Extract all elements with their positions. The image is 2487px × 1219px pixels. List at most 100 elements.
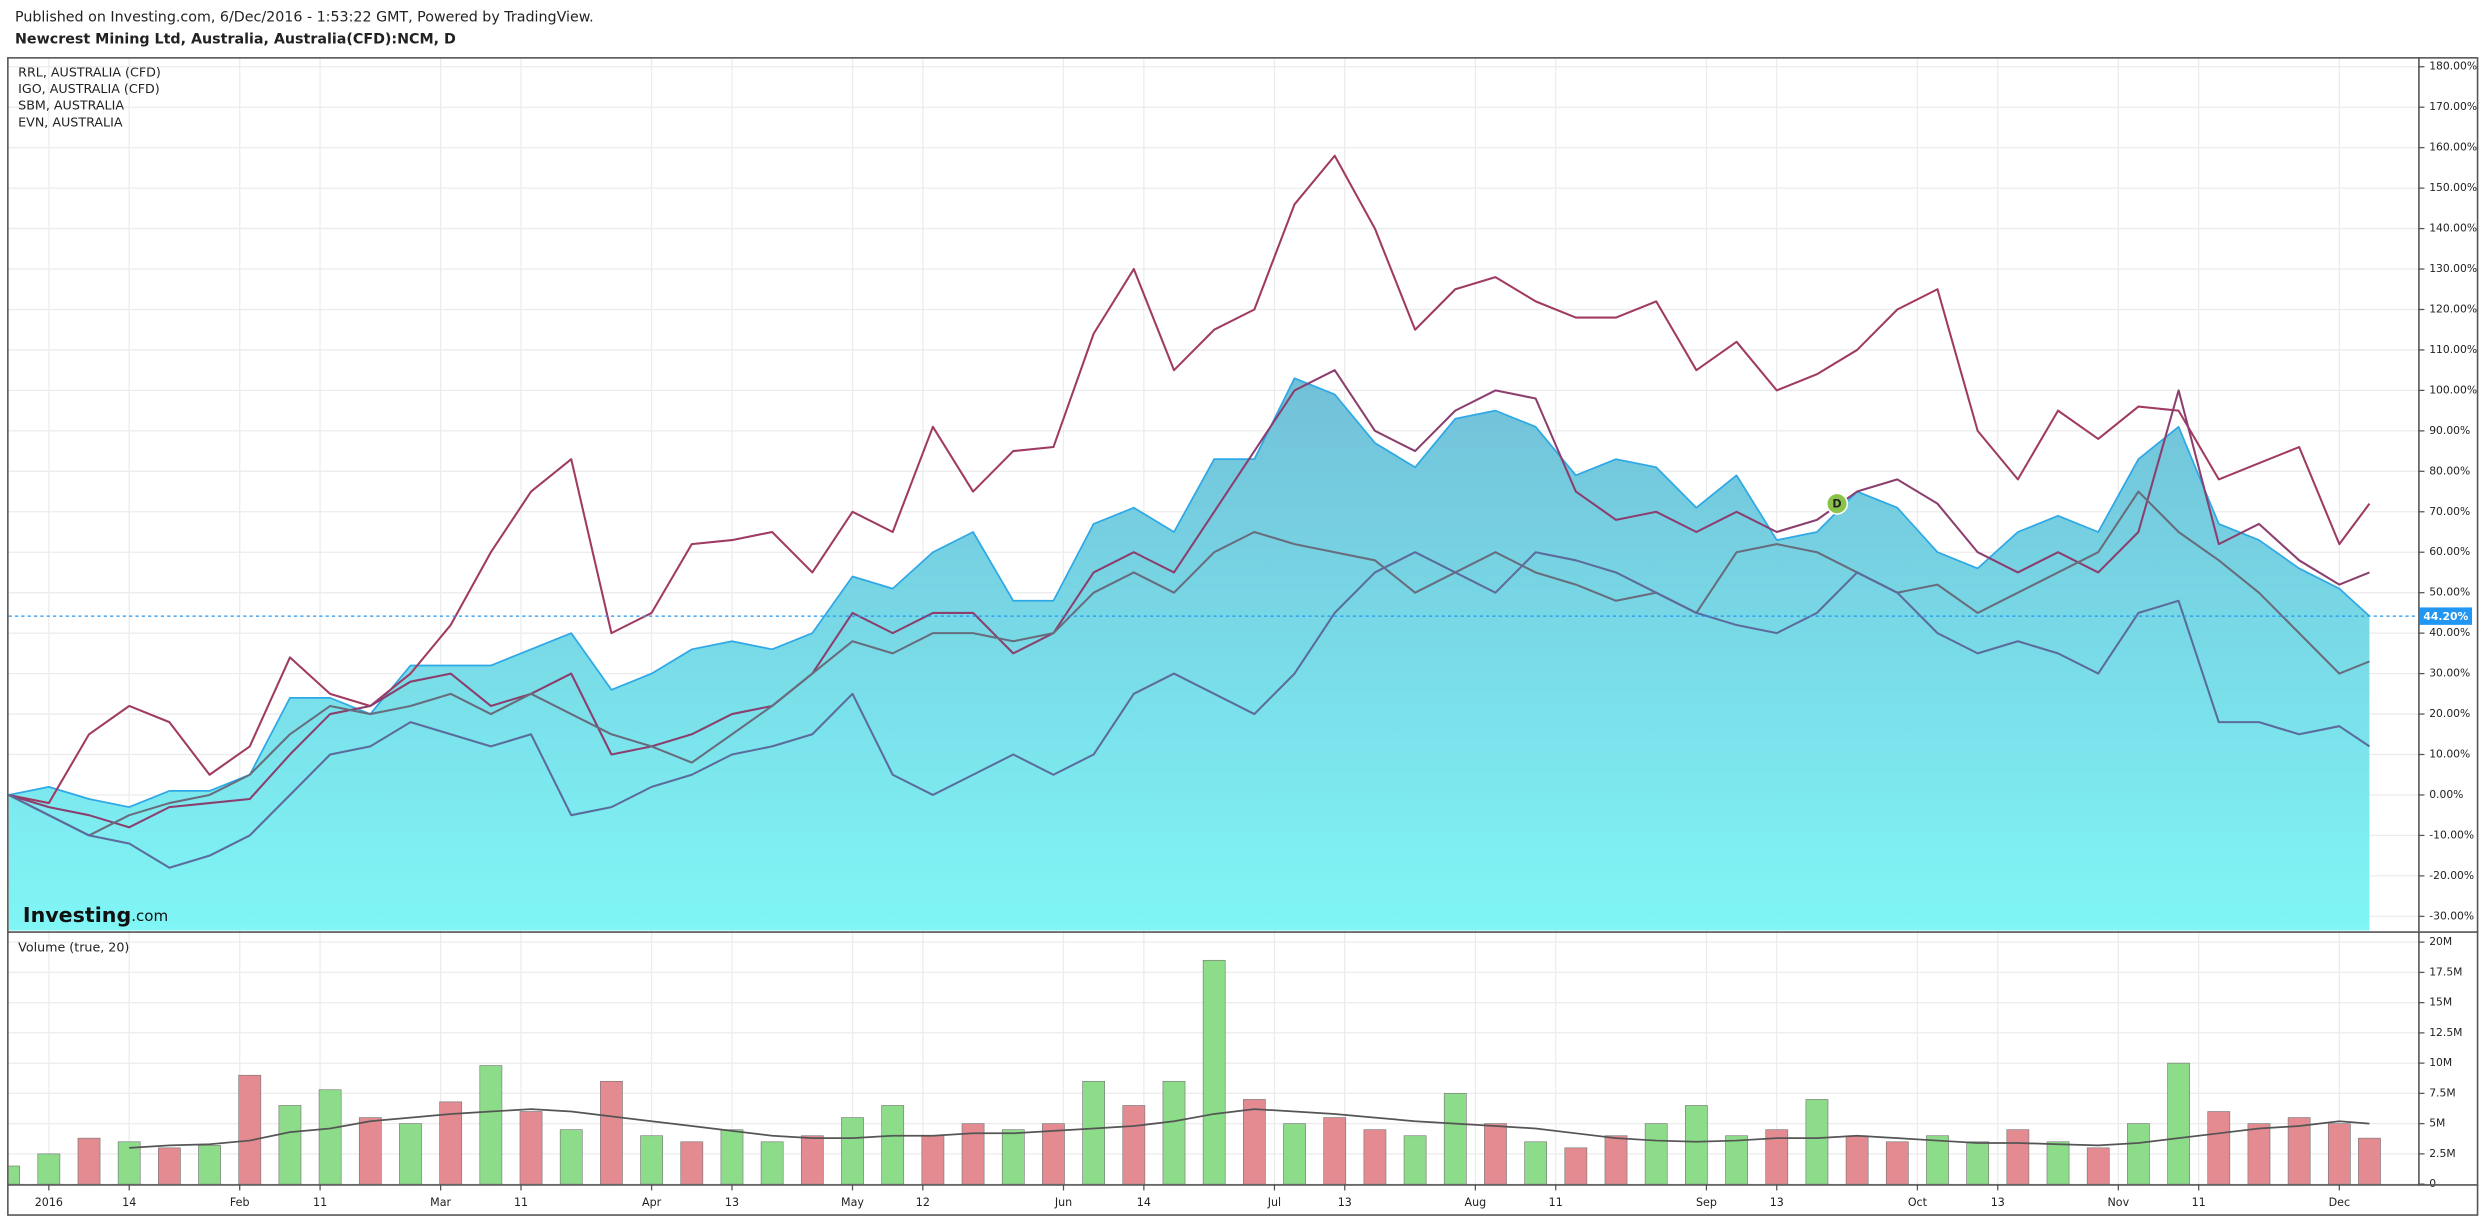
area-line xyxy=(8,377,2371,808)
volume-bar xyxy=(37,1153,61,1185)
x-tick-label: 13 xyxy=(725,1196,739,1209)
volume-bar xyxy=(77,1137,101,1185)
x-tick-label: May xyxy=(841,1196,864,1209)
last-value-label: 44.20% xyxy=(2423,610,2468,623)
y-tick-label: 130.00% xyxy=(2429,262,2477,275)
volume-bar xyxy=(1524,1141,1548,1185)
volume-bar xyxy=(2207,1111,2231,1185)
volume-bar xyxy=(399,1123,422,1185)
volume-bar xyxy=(1042,1123,1065,1185)
y-tick-label: 30.00% xyxy=(2429,667,2470,680)
y-tick-label: 80.00% xyxy=(2429,464,2470,477)
y-tick-label: 5M xyxy=(2429,1117,2445,1130)
volume-bar xyxy=(1443,1093,1467,1185)
x-tick-label: 2016 xyxy=(35,1196,63,1209)
x-tick-label: 14 xyxy=(122,1196,136,1209)
volume-bar xyxy=(1966,1141,1990,1185)
x-tick-label: 14 xyxy=(1137,1196,1151,1209)
volume-bar xyxy=(8,1165,21,1185)
volume-bar xyxy=(720,1129,744,1185)
y-tick-label: 40.00% xyxy=(2429,626,2470,639)
y-tick-label: 15M xyxy=(2429,996,2452,1009)
x-tick-label: 11 xyxy=(514,1196,528,1209)
volume-bar xyxy=(1363,1129,1387,1185)
event-marker xyxy=(1825,492,1849,515)
volume-bar xyxy=(841,1117,864,1185)
x-tick-label: 13 xyxy=(1770,1196,1784,1209)
x-tick-label: 11 xyxy=(2192,1196,2206,1209)
volume-bar xyxy=(2247,1123,2271,1185)
overlay-layer: 180.00%170.00%160.00%150.00%140.00%130.0… xyxy=(8,60,2477,1209)
x-tick-label: 11 xyxy=(313,1196,327,1209)
volume-bar xyxy=(2358,1137,2381,1185)
watermark-suffix: .com xyxy=(131,907,168,925)
volume-bar xyxy=(2287,1117,2311,1185)
x-tick-label: 13 xyxy=(1338,1196,1352,1209)
x-tick-label: 11 xyxy=(1549,1196,1563,1209)
y-tick-label: 60.00% xyxy=(2429,545,2470,558)
y-tick-label: 150.00% xyxy=(2429,181,2477,194)
volume-bar xyxy=(1564,1147,1588,1185)
volume-bar xyxy=(158,1147,181,1185)
volume-bar xyxy=(760,1141,784,1185)
volume-bar xyxy=(2086,1147,2110,1185)
x-tick-label: Oct xyxy=(1908,1196,1928,1209)
y-tick-label: 90.00% xyxy=(2429,424,2470,437)
y-tick-label: 110.00% xyxy=(2429,343,2477,356)
volume-bar xyxy=(278,1105,302,1185)
legend-entry: SBM, AUSTRALIA xyxy=(18,98,124,113)
y-tick-label: 0.00% xyxy=(2429,788,2463,801)
volume-bar xyxy=(238,1074,262,1185)
last-value-box xyxy=(2419,607,2473,625)
x-tick-label: Feb xyxy=(230,1196,250,1209)
compare-line xyxy=(8,154,2371,805)
volume-bar xyxy=(1001,1129,1025,1185)
volume-bar xyxy=(318,1089,342,1185)
volume-bar xyxy=(198,1145,221,1185)
volume-bar xyxy=(1202,959,1226,1185)
volume-bar xyxy=(921,1135,945,1185)
area-fill xyxy=(8,378,2370,931)
compare-line xyxy=(8,551,2371,869)
x-tick-label: Nov xyxy=(2108,1196,2130,1209)
y-tick-label: 10M xyxy=(2429,1056,2452,1069)
volume-bar xyxy=(1122,1105,1146,1185)
volume-bar xyxy=(1885,1141,1909,1185)
volume-bar xyxy=(961,1123,985,1185)
event-marker-label: D xyxy=(1832,497,1841,510)
main-pane xyxy=(8,154,2371,931)
legend-entry: EVN, AUSTRALIA xyxy=(18,114,123,129)
volume-bar xyxy=(1725,1135,1748,1185)
y-tick-label: -30.00% xyxy=(2429,909,2474,922)
volume-bar xyxy=(559,1129,583,1185)
volume-bar xyxy=(519,1111,543,1185)
volume-bar xyxy=(600,1080,623,1185)
volume-bar xyxy=(479,1065,503,1185)
volume-bar xyxy=(2327,1123,2351,1185)
y-tick-label: -10.00% xyxy=(2429,828,2474,841)
volume-bar xyxy=(1484,1123,1507,1185)
x-tick-label: Dec xyxy=(2329,1196,2350,1209)
watermark: Investing.com xyxy=(23,903,168,927)
y-tick-label: 2.5M xyxy=(2429,1147,2455,1160)
y-tick-label: 12.5M xyxy=(2429,1026,2462,1039)
x-tick-label: Mar xyxy=(430,1196,451,1209)
volume-bar xyxy=(1082,1080,1105,1185)
volume-bar xyxy=(800,1135,824,1185)
y-tick-label: 20.00% xyxy=(2429,707,2470,720)
y-tick-label: 7.5M xyxy=(2429,1086,2455,1099)
y-tick-label: 20M xyxy=(2429,935,2452,948)
x-tick-label: 12 xyxy=(916,1196,930,1209)
y-tick-label: 180.00% xyxy=(2429,60,2477,73)
volume-bar xyxy=(1644,1123,1668,1185)
compare-line xyxy=(8,490,2370,837)
y-tick-label: 160.00% xyxy=(2429,141,2477,154)
y-tick-label: 10.00% xyxy=(2429,748,2470,761)
volume-bar xyxy=(2046,1141,2070,1185)
outer-frame xyxy=(7,57,2479,1216)
volume-bar xyxy=(358,1117,382,1185)
volume-bar xyxy=(640,1135,663,1185)
volume-bar xyxy=(2167,1062,2190,1185)
header-text: Published on Investing.com, 6/Dec/2016 -… xyxy=(15,9,594,25)
